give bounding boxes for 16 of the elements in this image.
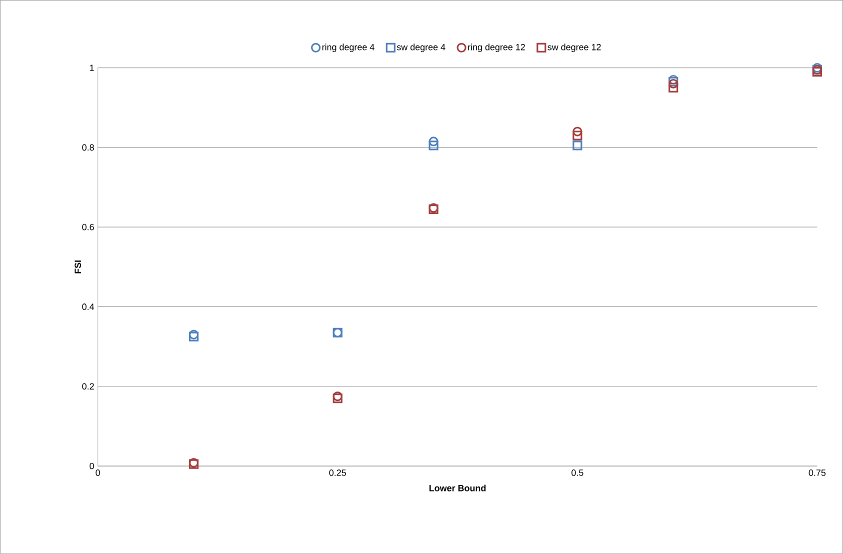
y-tick-label: 0	[90, 462, 94, 470]
y-tick-label: 1	[90, 64, 94, 71]
legend-label: sw degree 12	[548, 44, 601, 52]
legend-label: ring degree 12	[468, 44, 525, 52]
x-tick-label: 0.5	[572, 470, 584, 476]
x-tick-label: 0	[96, 470, 100, 476]
y-tick-label: 0.8	[82, 144, 94, 151]
legend-label: ring degree 4	[322, 44, 374, 52]
y-tick-label: 0.2	[82, 383, 94, 390]
legend-label: sw degree 4	[396, 44, 446, 52]
y-tick-label: 0.6	[82, 224, 94, 230]
y-axis-title: FSI	[74, 260, 82, 274]
x-tick-label: 0.75	[808, 470, 826, 476]
x-tick-label: 0.25	[329, 470, 346, 476]
x-axis-title: Lower Bound	[429, 484, 486, 492]
y-tick-label: 0.4	[82, 304, 94, 310]
